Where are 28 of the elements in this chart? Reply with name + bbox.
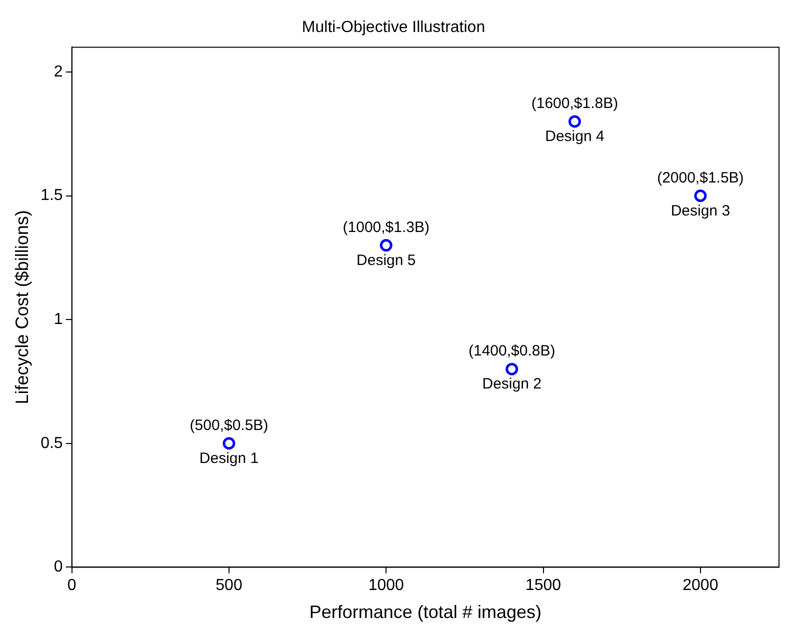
x-tick-label: 1500 (525, 577, 562, 594)
y-tick-label: 1.5 (40, 187, 63, 204)
annotation: (500,$0.5B) (190, 417, 268, 434)
annotation: Design 4 (545, 128, 604, 146)
annotation: Design 1 (199, 450, 259, 468)
annotation: (1400,$0.8B) (468, 342, 556, 360)
point (506, 362, 518, 376)
annotation: Design 5 (356, 252, 416, 269)
x-axis-title: Performance (total # images) (309, 602, 542, 622)
y-axis-title: Lifecycle Cost ($billions) (12, 210, 32, 404)
annotation: (1600,$1.8B) (531, 95, 618, 112)
point (380, 239, 392, 252)
annotation: (1000,$1.3B) (342, 218, 430, 236)
point (222, 437, 236, 450)
y-tick-label: 0 (54, 558, 63, 576)
annotation: Design 3 (670, 202, 730, 220)
x-tick-label: 1000 (368, 577, 404, 594)
point (568, 115, 581, 128)
y-tick-label: 1 (54, 310, 63, 328)
x-tick-label: 0 (67, 577, 76, 594)
annotation: (2000,$1.5B) (657, 169, 744, 186)
x-tick-label: 2000 (682, 577, 718, 594)
annotation: Design 2 (482, 376, 542, 393)
x-tick-label: 500 (216, 577, 242, 594)
y-tick-label: 2 (54, 63, 63, 80)
y-tick-label: 0.5 (40, 434, 63, 452)
point (694, 190, 707, 202)
chart-title: Multi-Objective Illustration (302, 19, 486, 36)
